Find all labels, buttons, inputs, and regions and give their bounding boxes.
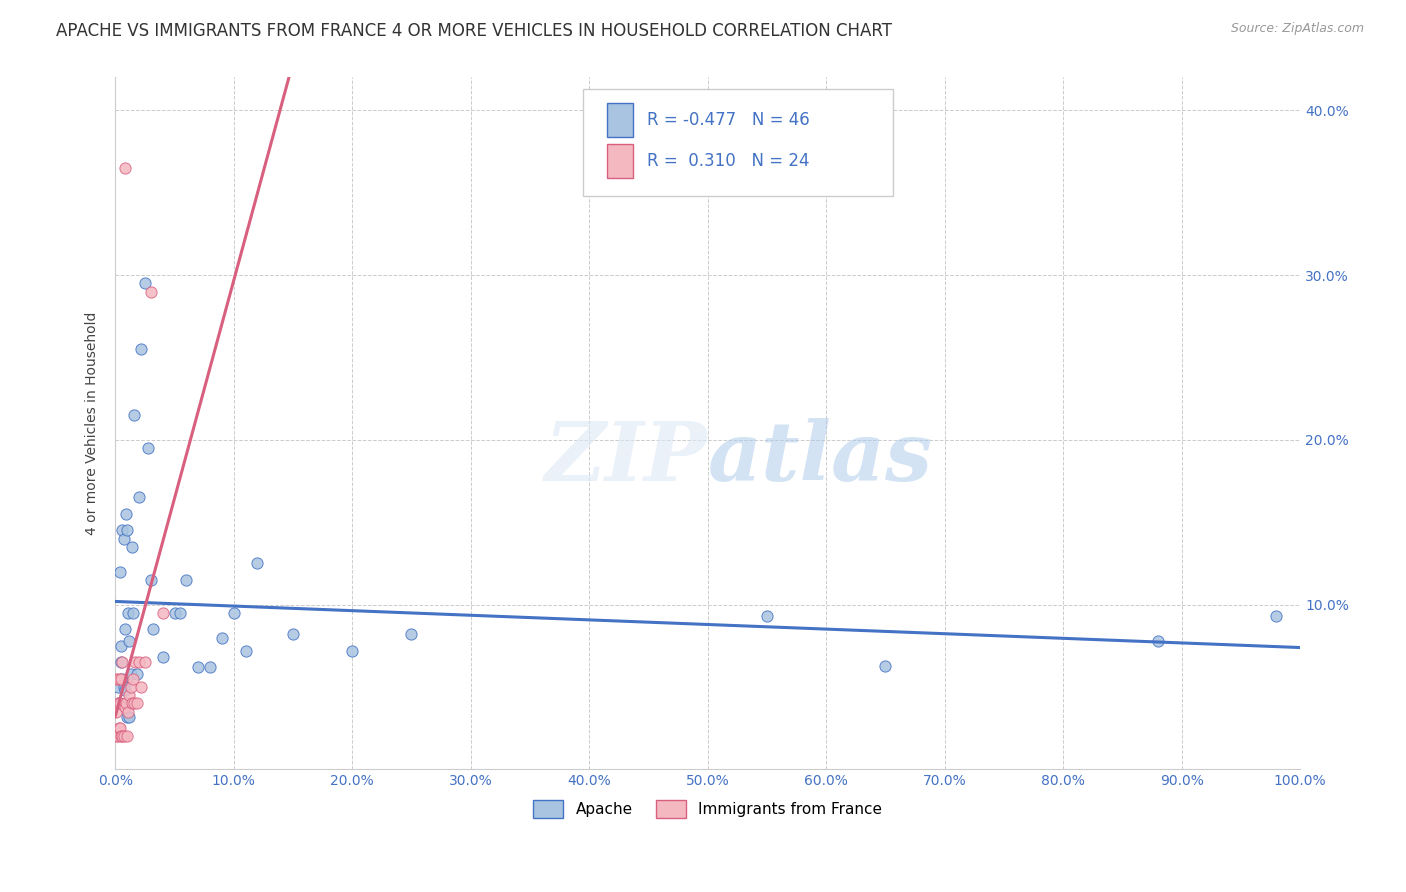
Point bbox=[115, 697, 138, 711]
Point bbox=[121, 540, 143, 554]
Text: APACHE VS IMMIGRANTS FROM FRANCE 4 OR MORE VEHICLES IN HOUSEHOLD CORRELATION CHA: APACHE VS IMMIGRANTS FROM FRANCE 4 OR MO… bbox=[56, 22, 893, 40]
Point bbox=[122, 606, 145, 620]
Y-axis label: 4 or more Vehicles in Household: 4 or more Vehicles in Household bbox=[86, 311, 100, 535]
Point bbox=[115, 507, 138, 521]
Point bbox=[114, 683, 136, 698]
Point bbox=[122, 697, 145, 711]
Text: Source: ZipAtlas.com: Source: ZipAtlas.com bbox=[1230, 22, 1364, 36]
Point bbox=[112, 730, 135, 744]
Point bbox=[138, 441, 160, 455]
Point bbox=[107, 697, 129, 711]
Point bbox=[281, 627, 304, 641]
Point bbox=[111, 524, 134, 538]
Point bbox=[169, 606, 191, 620]
Point bbox=[114, 161, 136, 175]
Point bbox=[139, 573, 162, 587]
Point bbox=[121, 697, 143, 711]
Point bbox=[211, 631, 233, 645]
Point bbox=[112, 680, 135, 694]
Point bbox=[120, 680, 142, 694]
Point bbox=[117, 606, 139, 620]
Point bbox=[176, 573, 198, 587]
Point bbox=[118, 709, 141, 723]
Point bbox=[875, 658, 897, 673]
Point bbox=[114, 622, 136, 636]
Point bbox=[342, 643, 364, 657]
Point bbox=[139, 285, 162, 299]
Point bbox=[111, 655, 134, 669]
Point bbox=[122, 672, 145, 686]
Text: ZIP: ZIP bbox=[546, 418, 707, 498]
Point bbox=[246, 557, 269, 571]
Point bbox=[115, 709, 138, 723]
Point bbox=[131, 343, 153, 357]
Point bbox=[112, 532, 135, 546]
Point bbox=[124, 655, 146, 669]
Point bbox=[108, 697, 131, 711]
Point bbox=[108, 721, 131, 735]
Point bbox=[755, 609, 778, 624]
Point bbox=[187, 660, 209, 674]
Text: R = -0.477   N = 46: R = -0.477 N = 46 bbox=[647, 112, 810, 129]
Point bbox=[401, 627, 423, 641]
Point bbox=[235, 643, 257, 657]
Point bbox=[152, 606, 174, 620]
Point bbox=[115, 524, 138, 538]
Point bbox=[163, 606, 186, 620]
Point bbox=[108, 672, 131, 686]
Point bbox=[111, 672, 134, 686]
Legend: Apache, Immigrants from France: Apache, Immigrants from France bbox=[527, 794, 889, 824]
Point bbox=[107, 680, 129, 694]
Text: R =  0.310   N = 24: R = 0.310 N = 24 bbox=[647, 152, 810, 169]
Point bbox=[198, 660, 221, 674]
Point bbox=[110, 730, 132, 744]
Point bbox=[108, 565, 131, 579]
Point bbox=[142, 622, 165, 636]
Point bbox=[1147, 633, 1170, 648]
Point bbox=[105, 672, 128, 686]
Text: atlas: atlas bbox=[707, 418, 932, 498]
Point bbox=[128, 655, 150, 669]
Point bbox=[222, 606, 245, 620]
Point bbox=[128, 491, 150, 505]
Point bbox=[115, 730, 138, 744]
Point bbox=[111, 730, 134, 744]
Point bbox=[122, 408, 145, 422]
Point bbox=[1265, 609, 1288, 624]
Point bbox=[108, 721, 131, 735]
Point bbox=[118, 688, 141, 702]
Point bbox=[117, 705, 139, 719]
Point bbox=[134, 655, 156, 669]
Point bbox=[125, 666, 148, 681]
Point bbox=[110, 655, 132, 669]
Point bbox=[115, 697, 138, 711]
Point bbox=[120, 666, 142, 681]
Point bbox=[134, 277, 156, 291]
Point bbox=[125, 697, 148, 711]
Point bbox=[131, 680, 153, 694]
Point bbox=[105, 705, 128, 719]
Point bbox=[110, 672, 132, 686]
Point bbox=[114, 699, 136, 714]
Point bbox=[108, 697, 131, 711]
Point bbox=[107, 730, 129, 744]
Point bbox=[152, 650, 174, 665]
Point bbox=[110, 639, 132, 653]
Point bbox=[118, 633, 141, 648]
Point bbox=[105, 730, 128, 744]
